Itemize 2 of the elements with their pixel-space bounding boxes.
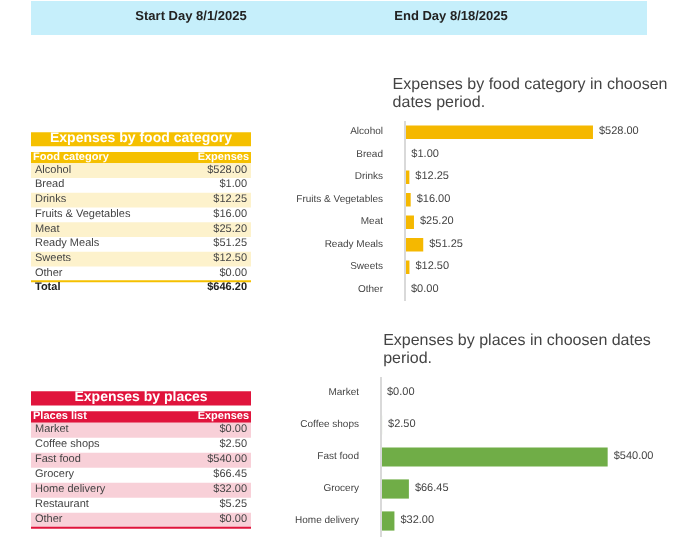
chart-title: Expenses by places in choosen dates period. (383, 331, 651, 367)
chart-title: Expenses by food category in choosen dates period. (392, 75, 668, 111)
